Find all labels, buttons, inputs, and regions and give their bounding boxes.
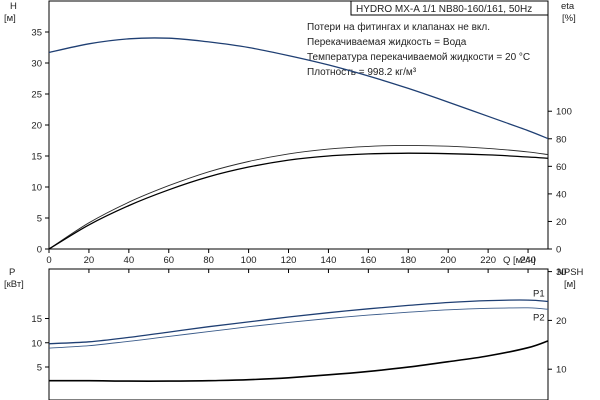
lower-left-tick-label: 15 [31, 314, 42, 325]
lower-left-tick-label: 5 [37, 363, 42, 374]
lower-left-axis-unit: [кВт] [4, 279, 24, 290]
upper-left-tick-label: 20 [31, 121, 42, 132]
upper-plot-frame [48, 0, 549, 250]
series-name-label: P2 [533, 312, 545, 323]
x-tick-label: 60 [163, 255, 174, 266]
series-name-label: P1 [533, 289, 545, 300]
upper-right-tick-label: 100 [556, 107, 572, 118]
upper-series-line [48, 37, 549, 140]
upper-right-tick-label: 80 [556, 134, 567, 145]
upper-left-axis-unit: [м] [4, 13, 16, 24]
note-density: Плотность = 998.2 кг/м³ [307, 67, 417, 78]
x-tick-label: 160 [360, 255, 376, 266]
upper-left-tick-label: 30 [31, 59, 42, 70]
note-liquid: Перекачиваемая жидкость = Вода [307, 37, 467, 48]
upper-left-tick-label: 5 [37, 214, 42, 225]
upper-right-tick-label: 40 [556, 189, 567, 200]
lower-right-tick-label: 20 [556, 316, 567, 327]
lower-left-axis-label: P [9, 267, 15, 278]
upper-right-tick-label: 0 [556, 245, 561, 256]
x-tick-label: 20 [84, 255, 95, 266]
upper-left-axis-label: H [10, 1, 17, 12]
x-tick-label: 80 [203, 255, 214, 266]
x-tick-label: 180 [400, 255, 416, 266]
upper-left-tick-label: 25 [31, 90, 42, 101]
upper-right-tick-label: 20 [556, 217, 567, 228]
note-losses: Потери на фитингах и клапанах не вкл. [307, 21, 490, 33]
upper-left-tick-label: 35 [31, 28, 42, 39]
chart-title: HYDRO MX-A 1/1 NB80-160/161, 50Hz [356, 4, 532, 15]
upper-left-tick-label: 10 [31, 183, 42, 194]
lower-right-axis-label: NPSH [557, 267, 584, 278]
x-axis-label: Q [503, 255, 510, 266]
lower-right-axis-unit: [м] [564, 279, 576, 290]
upper-left-tick-label: 0 [37, 245, 42, 256]
x-tick-label: 200 [440, 255, 456, 266]
x-tick-label: 40 [124, 255, 135, 266]
x-tick-label: 100 [241, 255, 257, 266]
x-tick-label: 140 [321, 255, 337, 266]
upper-series-line [48, 144, 549, 250]
upper-series-line [48, 152, 549, 250]
lower-series-line [48, 307, 549, 349]
title-box [350, 0, 549, 16]
upper-left-tick-label: 15 [31, 152, 42, 163]
lower-left-tick-label: 10 [31, 338, 42, 349]
x-tick-label: 220 [480, 255, 496, 266]
lower-right-tick-label: 30 [556, 267, 567, 278]
x-tick-label: 0 [46, 255, 51, 266]
note-temperature: Температура перекачиваемой жидкости = 20… [307, 52, 530, 63]
lower-series-line [48, 299, 549, 345]
upper-right-axis-unit: [%] [562, 13, 576, 24]
x-axis-unit: [м³/ч] [513, 255, 536, 266]
upper-right-tick-label: 60 [556, 162, 567, 173]
x-tick-label: 120 [281, 255, 297, 266]
lower-plot-frame [48, 268, 549, 400]
x-tick-label: 240 [520, 255, 536, 266]
chart-marks: 0 20 40 60 80 100 120 140 160 180 200 220 2400510152… [31, 28, 572, 382]
lower-right-tick-label: 10 [556, 365, 567, 376]
upper-right-axis-label: eta [561, 1, 575, 12]
lower-series-line [48, 340, 549, 382]
